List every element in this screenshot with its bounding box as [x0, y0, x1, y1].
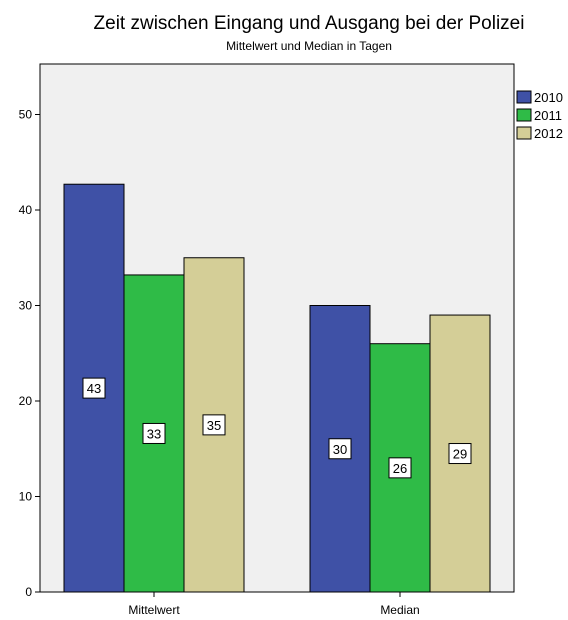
data-label: 30: [333, 442, 347, 457]
data-label-box: [142, 422, 166, 444]
y-tick-label: 10: [19, 490, 33, 504]
bars: 43 33 35 30 26 29: [63, 183, 491, 593]
x-axis: Mittelwert Median: [128, 592, 420, 617]
y-tick-label: 40: [19, 203, 33, 217]
legend-swatch-2010: [516, 90, 532, 104]
legend-label: 2010: [534, 90, 563, 105]
legend-swatch-2012: [516, 126, 532, 140]
legend-swatch-2011: [516, 108, 532, 122]
x-tick-label: Mittelwert: [128, 603, 180, 617]
data-label-box: [202, 414, 226, 436]
y-axis: 0 10 20 30 40 50: [19, 108, 40, 599]
data-label-box: [388, 457, 412, 479]
chart-title: Zeit zwischen Eingang und Ausgang bei de…: [94, 13, 525, 34]
data-label: 29: [453, 447, 467, 462]
legend-label: 2011: [534, 108, 562, 123]
data-label-box: [448, 443, 472, 465]
legend-label: 2012: [534, 126, 563, 141]
y-tick-label: 20: [19, 394, 33, 408]
data-label: 26: [393, 461, 407, 476]
legend: 2010 2011 2012: [516, 90, 563, 141]
x-tick-label: Median: [380, 603, 419, 617]
data-label: 35: [207, 418, 221, 433]
y-tick-label: 50: [19, 108, 33, 122]
y-tick-label: 30: [19, 299, 33, 313]
chart-subtitle: Mittelwert und Median in Tagen: [226, 39, 392, 53]
data-label: 33: [147, 426, 161, 441]
data-label-box: [328, 438, 352, 460]
data-label-box: [82, 377, 106, 399]
data-label: 43: [87, 381, 101, 396]
y-tick-label: 0: [25, 585, 32, 599]
